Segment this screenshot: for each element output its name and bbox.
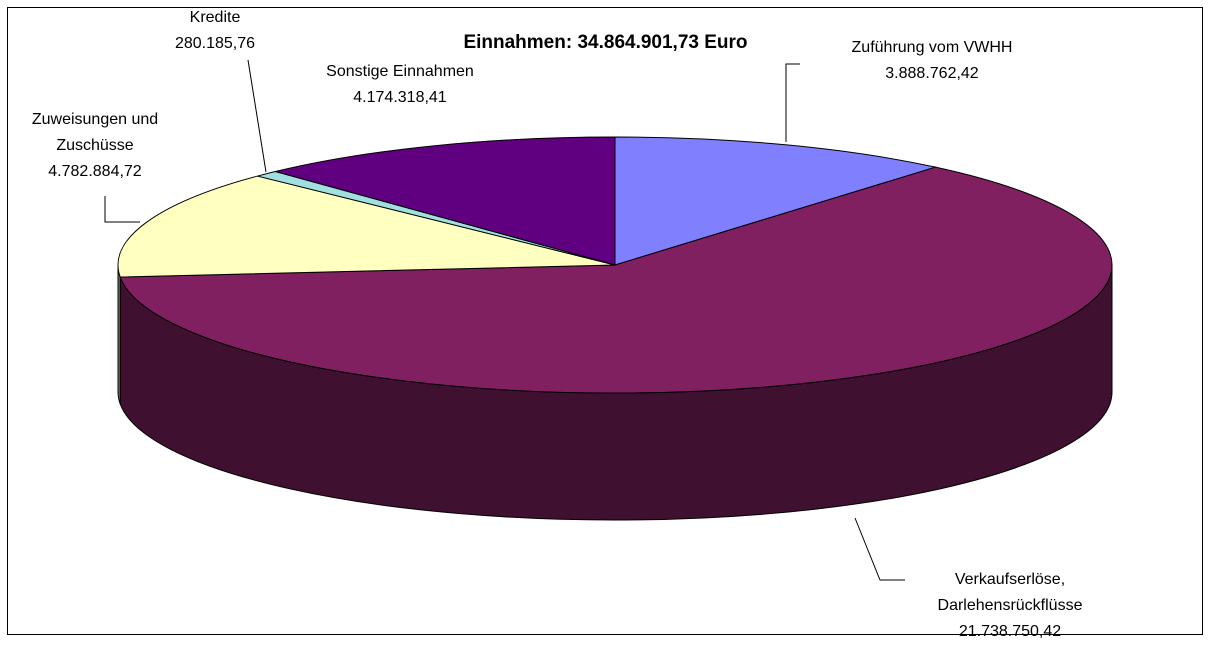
leader-line: [104, 196, 140, 223]
slice: [275, 136, 616, 266]
leader-lines: [104, 59, 905, 581]
slice-side: [117, 264, 121, 405]
category-label: Kredite: [189, 9, 241, 26]
chart-border: [7, 7, 1203, 635]
slice-label: Sonstige Einnahmen 4.174.318,41: [280, 59, 520, 111]
category-label: Verkaufserlöse, Darlehensrückflüsse: [937, 571, 1083, 614]
value-label: 21.738.750,42: [958, 623, 1062, 640]
slice-label: Zuführung vom VWHH 3.888.762,42: [812, 35, 1052, 87]
slice-label: Verkaufserlöse, Darlehensrückflüsse 21.7…: [880, 567, 1140, 645]
slice-label: Kredite 280.185,76: [145, 5, 285, 57]
slice: [117, 175, 616, 278]
pie: [117, 136, 1113, 521]
value-label: 4.174.318,41: [353, 89, 447, 106]
leader-line: [854, 517, 905, 581]
leader-line: [247, 59, 267, 173]
value-label: 4.782.884,72: [48, 163, 142, 180]
category-label: Zuführung vom VWHH: [851, 39, 1013, 56]
category-label: Zuweisungen und Zuschüsse: [31, 111, 159, 154]
value-label: 280.185,76: [174, 35, 256, 52]
value-label: 3.888.762,42: [885, 65, 979, 82]
slice: [614, 136, 938, 266]
leader-line: [785, 63, 800, 142]
slice-label: Zuweisungen und Zuschüsse 4.782.884,72: [10, 107, 180, 185]
category-label: Sonstige Einnahmen: [326, 63, 474, 80]
chart-title: Einnahmen: 34.864.901,73 Euro: [463, 32, 748, 53]
slice: [119, 166, 1113, 394]
